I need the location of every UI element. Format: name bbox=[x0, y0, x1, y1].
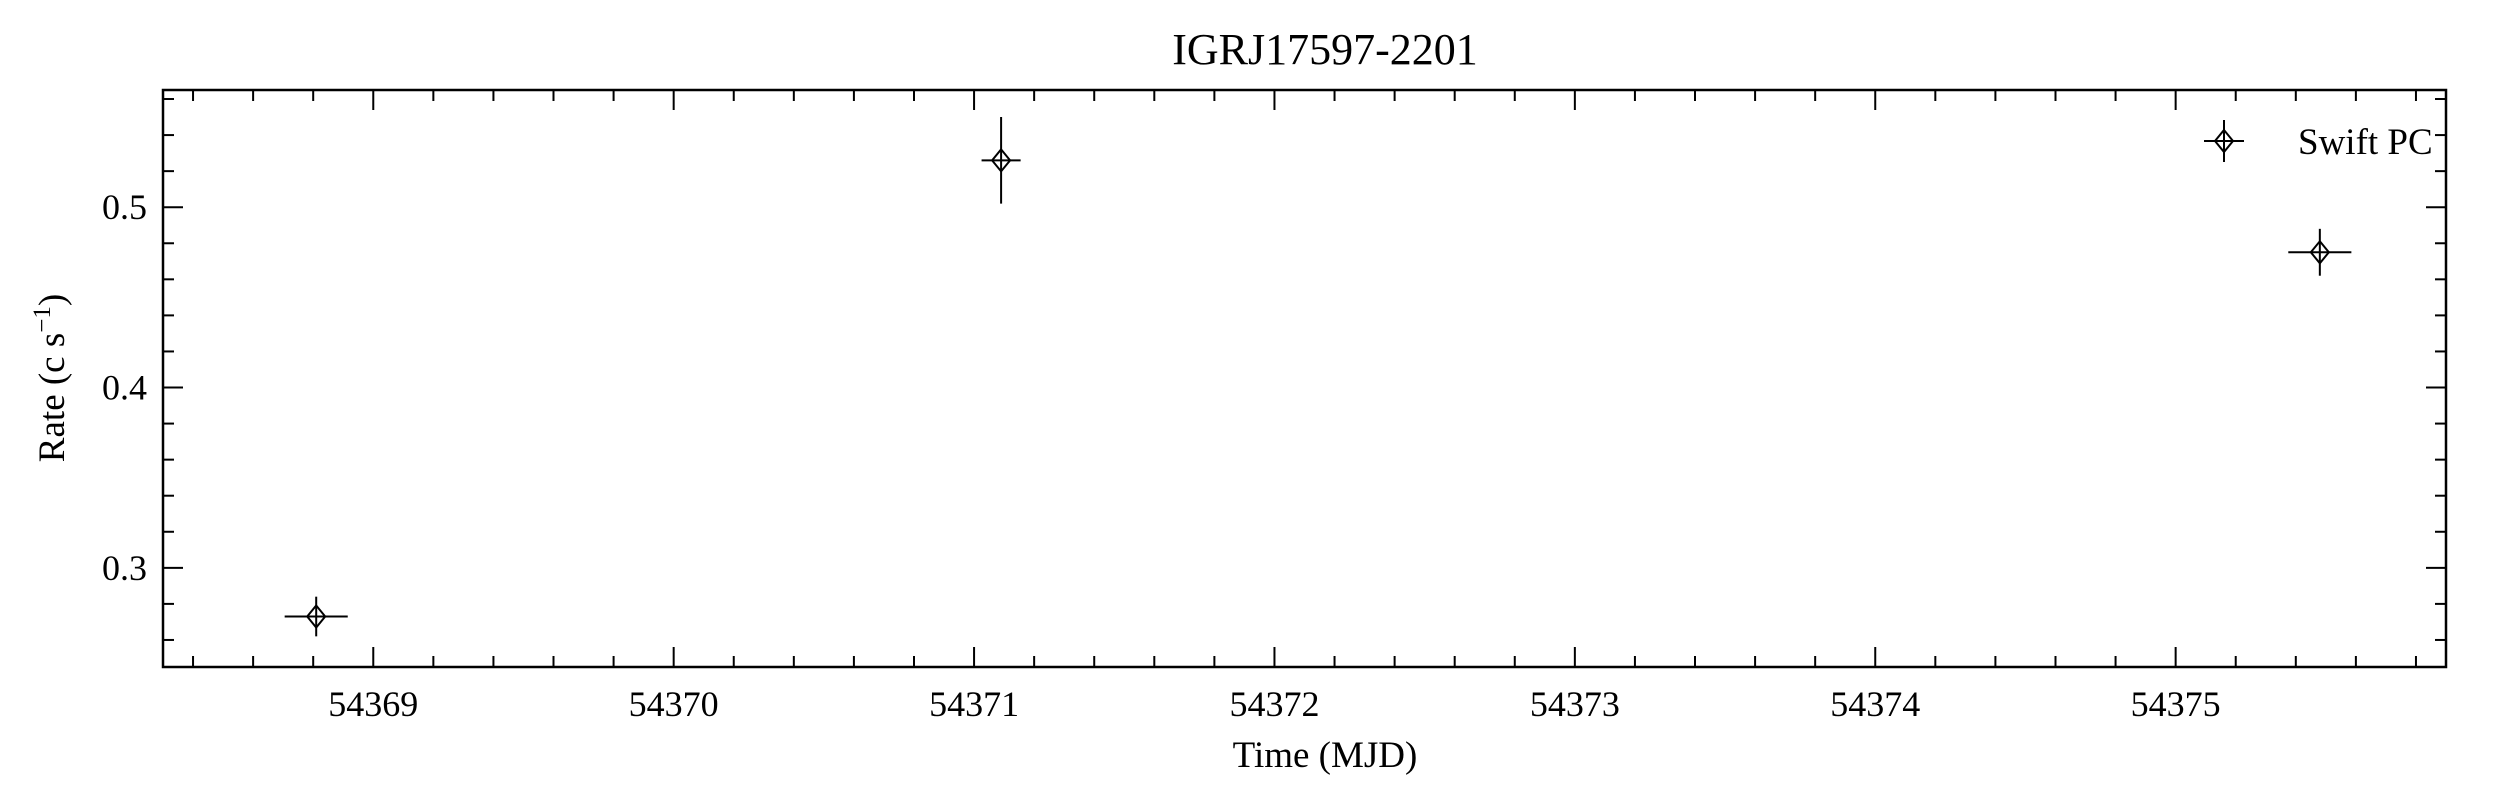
x-tick-label: 54370 bbox=[629, 684, 719, 724]
data-point bbox=[284, 596, 348, 637]
y-axis-label-close: ) bbox=[32, 294, 73, 306]
diamond-marker bbox=[2309, 239, 2331, 265]
minor-ticks bbox=[163, 90, 2446, 667]
x-tick-label: 54372 bbox=[1229, 684, 1319, 724]
x-tick-label: 54374 bbox=[1830, 684, 1920, 724]
y-axis-label: Rate (c s−1) bbox=[29, 294, 73, 462]
x-tick-label: 54371 bbox=[929, 684, 1019, 724]
y-tick-label: 0.4 bbox=[102, 368, 147, 408]
legend-marker-diamond bbox=[2213, 128, 2235, 154]
y-tick-label: 0.3 bbox=[102, 548, 147, 588]
legend-label: Swift PC bbox=[2298, 122, 2433, 163]
y-tick-labels: 0.3 0.4 0.5 bbox=[102, 187, 147, 588]
chart-title: IGRJ17597-2201 bbox=[1172, 25, 1478, 74]
y-axis-label-main: Rate (c s bbox=[32, 333, 73, 462]
data-point bbox=[981, 117, 1021, 204]
legend: Swift PC bbox=[2204, 120, 2433, 163]
diamond-marker bbox=[990, 147, 1012, 173]
x-tick-label: 54373 bbox=[1530, 684, 1620, 724]
x-axis-label: Time (MJD) bbox=[1233, 735, 1418, 776]
diamond-marker bbox=[305, 603, 327, 630]
plot-frame bbox=[161, 88, 2448, 669]
data-points bbox=[284, 117, 2352, 637]
x-tick-label: 54369 bbox=[328, 684, 418, 724]
x-tick-labels: 54369 54370 54371 54372 54373 54374 54375 bbox=[328, 684, 2220, 724]
y-axis-label-exponent: −1 bbox=[29, 306, 56, 333]
data-point bbox=[2288, 228, 2352, 276]
x-tick-label: 54375 bbox=[2131, 684, 2221, 724]
major-ticks bbox=[163, 90, 2446, 667]
y-tick-label: 0.5 bbox=[102, 187, 147, 227]
